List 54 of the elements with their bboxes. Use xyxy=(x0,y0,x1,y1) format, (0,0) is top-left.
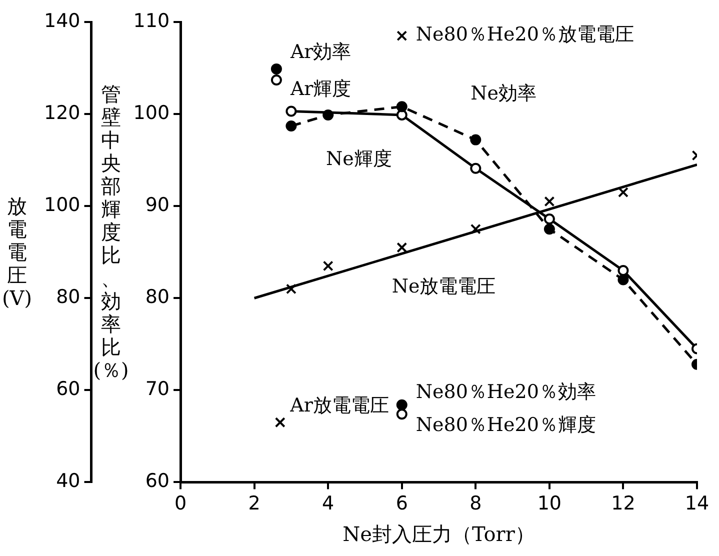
series-label: Ar輝度 xyxy=(289,78,352,100)
point xyxy=(396,408,408,420)
series-label: Ne放電電圧 xyxy=(392,275,496,298)
point xyxy=(396,101,408,112)
x-tick-label: 14 xyxy=(684,492,710,515)
y2-tick-label: 140 xyxy=(44,10,80,32)
y2-axis-title: 放電電圧(V) xyxy=(2,194,32,310)
y2-tick-label: 100 xyxy=(44,194,80,216)
point xyxy=(270,63,282,74)
point xyxy=(270,74,282,86)
y2-tick-label: 120 xyxy=(44,102,80,124)
point xyxy=(618,187,628,198)
point xyxy=(322,109,334,120)
point xyxy=(544,213,555,224)
y2-tick-label: 80 xyxy=(56,286,80,308)
y-tick-label: 80 xyxy=(145,286,170,308)
point xyxy=(544,196,555,207)
point xyxy=(470,162,482,174)
series-label: Ne80％He20％放電電圧 xyxy=(416,24,634,46)
point xyxy=(396,30,408,42)
y2-tick-label: 60 xyxy=(56,378,80,400)
series-label: Ne輝度 xyxy=(326,148,392,170)
point xyxy=(618,274,629,286)
series-label: Ar放電電圧 xyxy=(289,394,389,416)
series-label: Ne80％He20％輝度 xyxy=(416,414,596,436)
y-tick-label: 60 xyxy=(145,470,170,492)
point xyxy=(470,224,481,234)
y-tick-label: 90 xyxy=(145,194,170,216)
point xyxy=(396,242,408,253)
point xyxy=(286,120,297,132)
x-tick-label: 10 xyxy=(537,492,562,515)
series-label: Ar効率 xyxy=(289,40,352,63)
point xyxy=(396,399,408,410)
x-tick-label: 6 xyxy=(396,492,408,515)
y-tick-label: 110 xyxy=(133,10,170,32)
point xyxy=(470,134,482,146)
x-tick-label: 2 xyxy=(248,492,260,515)
series-label: Ne80％He20％効率 xyxy=(416,380,596,403)
y-tick-label: 100 xyxy=(133,102,170,124)
point xyxy=(544,224,555,235)
x-tick-label: 12 xyxy=(611,492,636,515)
y-tick-label: 70 xyxy=(145,378,170,400)
series-label: Ne効率 xyxy=(470,82,537,105)
y2-tick-label: 40 xyxy=(56,470,80,492)
point xyxy=(618,265,629,276)
point xyxy=(322,260,334,272)
x-axis-title: Ne封入圧力（Torr） xyxy=(342,522,535,546)
x-tick-label: 8 xyxy=(470,492,482,515)
text: 管壁中央部輝度比、効率比(％) xyxy=(93,82,129,382)
point xyxy=(274,417,286,428)
x-tick-label: 0 xyxy=(174,492,187,515)
x-tick-label: 4 xyxy=(322,492,334,515)
point xyxy=(286,106,297,117)
point xyxy=(286,284,296,294)
